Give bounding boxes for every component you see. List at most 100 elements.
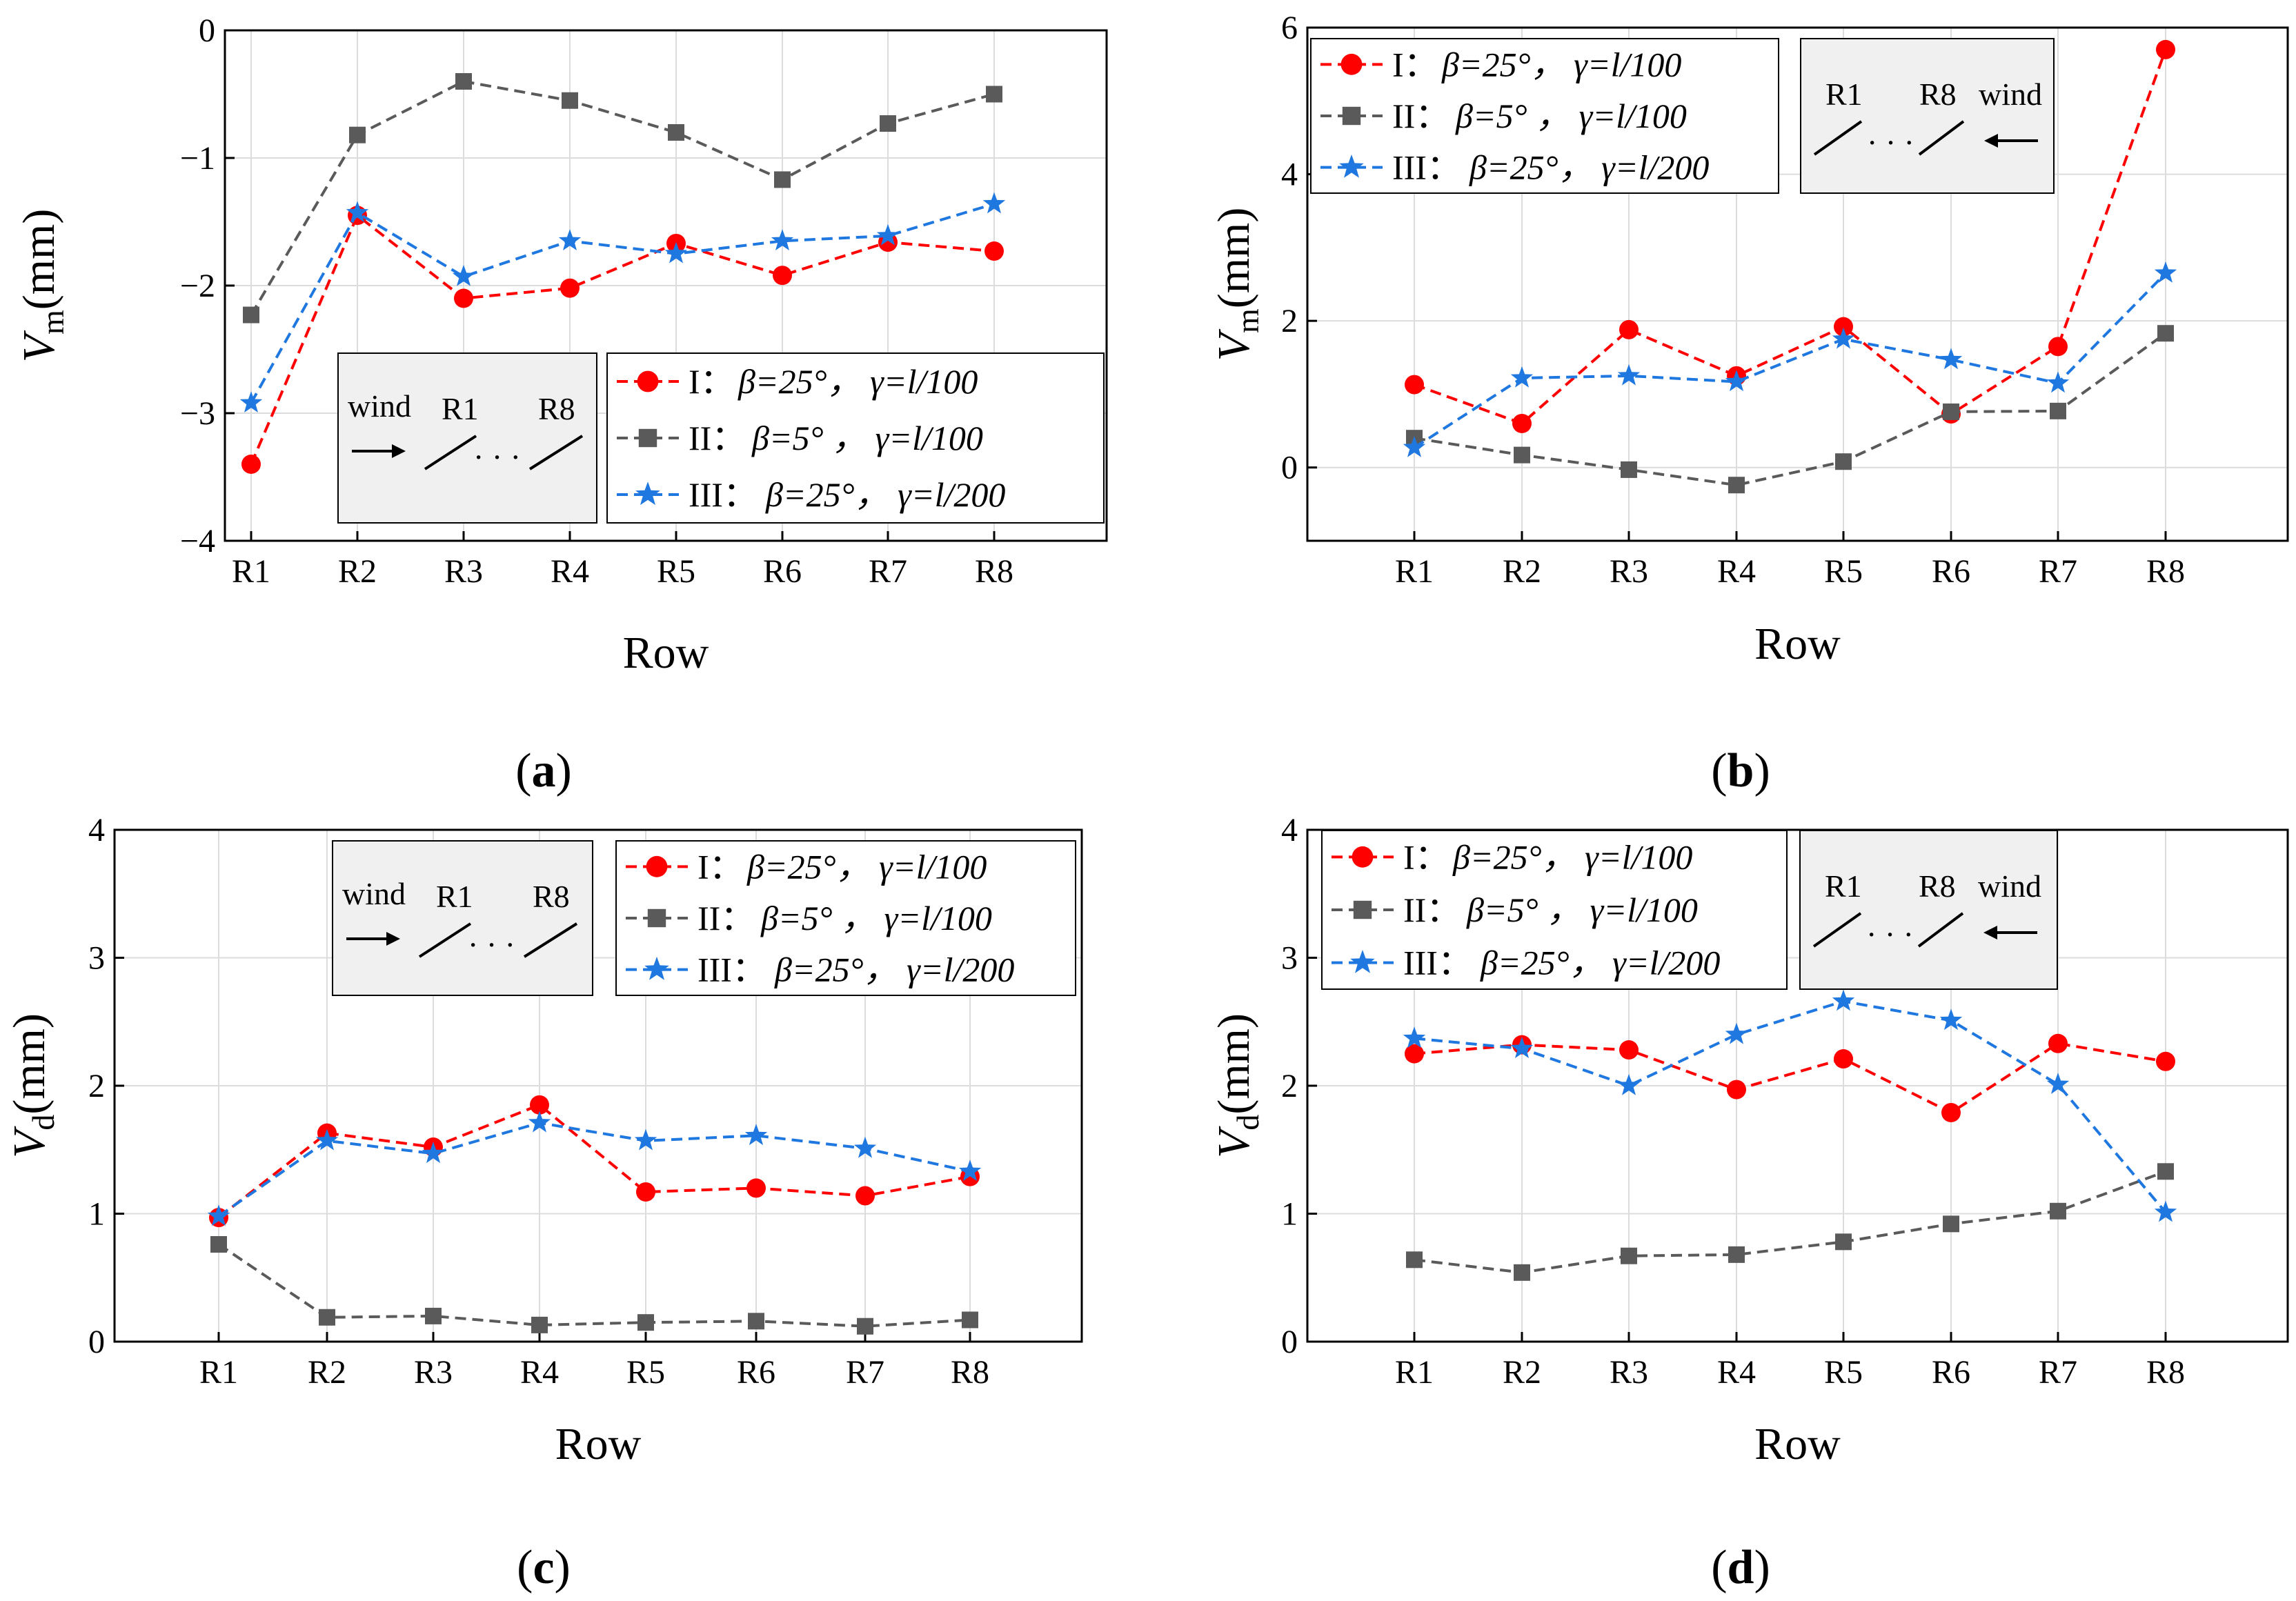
data-point-2-r7 [857, 1317, 873, 1335]
panel-label-close: ) [1754, 744, 1770, 797]
data-point-2-r2 [1514, 446, 1530, 464]
legend-marker-2 [638, 428, 657, 448]
x-tick-label: R7 [869, 553, 907, 590]
data-point-3-r8 [2154, 261, 2177, 283]
legend-label-2-roman: II： [689, 419, 746, 457]
data-point-2-r6 [1943, 1215, 1959, 1233]
x-tick-label: R2 [1503, 1354, 1541, 1391]
data-point-3-r3 [452, 265, 475, 286]
legend-marker-1 [1352, 846, 1374, 868]
y-tick-label: −3 [180, 395, 215, 432]
data-point-1-r8 [2156, 1051, 2175, 1071]
data-point-2-r6 [1943, 403, 1959, 420]
y-axis-title-symbol: V [4, 1126, 55, 1158]
y-tick-label: 0 [199, 12, 215, 49]
series-line-3 [217, 1121, 971, 1217]
x-tick-label: R7 [2039, 553, 2077, 590]
panel-label-close: ) [1754, 1541, 1770, 1594]
y-axis-title: Vm(mm) [14, 209, 70, 363]
data-point-3-r5 [1832, 327, 1855, 349]
data-point-2-r5 [1835, 1233, 1852, 1251]
data-point-2-r4 [1728, 1246, 1745, 1263]
legend-label-1-roman: I： [1403, 837, 1449, 876]
data-point-2-r5 [668, 124, 684, 141]
legend-label-1-roman: I： [697, 847, 744, 886]
y-axis-title-symbol: V [1209, 328, 1259, 361]
x-axis-title: Row [555, 1419, 642, 1469]
panel-label-close: ) [556, 744, 572, 797]
y-tick-label: 1 [88, 1196, 105, 1233]
data-point-3-r4 [1725, 370, 1748, 392]
y-axis-title-subscript: d [1230, 1115, 1265, 1131]
panel-label: (b) [1711, 744, 1770, 797]
panel-label-letter: b [1728, 744, 1754, 797]
x-tick-label: R3 [1610, 1354, 1648, 1391]
series-2 [243, 73, 1002, 324]
data-point-3-r1 [207, 1204, 230, 1226]
panel-label-letter: c [533, 1541, 554, 1594]
legend-label-1-roman: I： [1392, 45, 1438, 83]
y-axis-title: Vm(mm) [1209, 208, 1265, 361]
x-tick-label: R4 [520, 1354, 559, 1391]
data-point-1-r3 [454, 288, 473, 308]
data-point-2-r1 [243, 306, 259, 324]
data-point-3-r8 [2154, 1200, 2177, 1222]
data-point-3-r6 [1939, 1008, 1963, 1031]
data-point-3-r2 [1510, 366, 1534, 388]
data-point-1-r7 [855, 1186, 875, 1206]
x-tick-label: R5 [626, 1354, 665, 1391]
data-point-2-r5 [1835, 453, 1852, 470]
last-row-label: R8 [1919, 77, 1957, 112]
x-tick-label: R2 [338, 553, 377, 590]
legend-label-3-roman: III： [689, 475, 758, 514]
legend-box [1321, 830, 1788, 990]
legend-label-1: β=25°， γ=l/100 [738, 362, 978, 401]
x-tick-label: R4 [551, 553, 589, 590]
y-tick-label: −4 [180, 523, 215, 559]
legend-label-2: β=5° ， γ=l/100 [1466, 891, 1698, 929]
plot-frame [1306, 26, 2289, 542]
data-point-3-r3 [422, 1142, 445, 1164]
series-line-3 [1414, 1000, 2167, 1213]
data-point-2-r8 [2157, 1163, 2174, 1180]
y-axis-title: Vd(mm) [1209, 1013, 1265, 1158]
wind-label: wind [348, 388, 411, 424]
legend-label-1: β=25°， γ=l/100 [1452, 837, 1692, 876]
first-row-label: R1 [442, 391, 479, 426]
y-axis-title-subscript: d [26, 1115, 61, 1131]
y-axis-title-subscript: m [1230, 308, 1265, 333]
data-point-1-r6 [746, 1178, 766, 1198]
last-row-label: R8 [1919, 868, 1956, 904]
y-tick-label: 4 [1281, 157, 1298, 193]
legend-box [1310, 38, 1779, 194]
data-point-2-r4 [531, 1316, 548, 1333]
data-point-1-r6 [1941, 1102, 1961, 1122]
data-point-3-r7 [853, 1136, 877, 1158]
series-3 [1403, 989, 2177, 1222]
data-point-3-r5 [664, 241, 688, 263]
data-point-1-r1 [1405, 375, 1424, 395]
y-tick-label: 2 [88, 1068, 105, 1104]
wind-label: wind [1979, 77, 2042, 112]
ellipsis: · · · [1867, 125, 1914, 160]
data-point-2-r7 [2050, 1202, 2066, 1220]
wind-arrowhead-icon [1983, 926, 1997, 939]
legend-label-1-roman: I： [689, 362, 735, 401]
data-point-3-r7 [2046, 1073, 2070, 1094]
x-tick-label: R3 [444, 553, 483, 590]
x-tick-label: R2 [308, 1354, 346, 1391]
y-axis-title-unit: (mm) [14, 209, 64, 310]
series-line-1 [1414, 1042, 2166, 1115]
panel-label-letter: d [1728, 1541, 1754, 1594]
legend-label-3: β=25°， γ=l/200 [1480, 944, 1720, 982]
y-axis-title-symbol: V [1209, 1126, 1259, 1158]
wind-diagram-box [332, 840, 593, 996]
legend-label-3-roman: III： [1392, 148, 1461, 187]
wind-diagram-box [337, 352, 597, 524]
y-axis-title-unit: (mm) [4, 1013, 55, 1115]
series-line-1 [1414, 49, 2167, 426]
x-tick-label: R8 [975, 553, 1013, 590]
x-axis-title: Row [1754, 1419, 1841, 1469]
data-point-1-r4 [1727, 1080, 1746, 1100]
